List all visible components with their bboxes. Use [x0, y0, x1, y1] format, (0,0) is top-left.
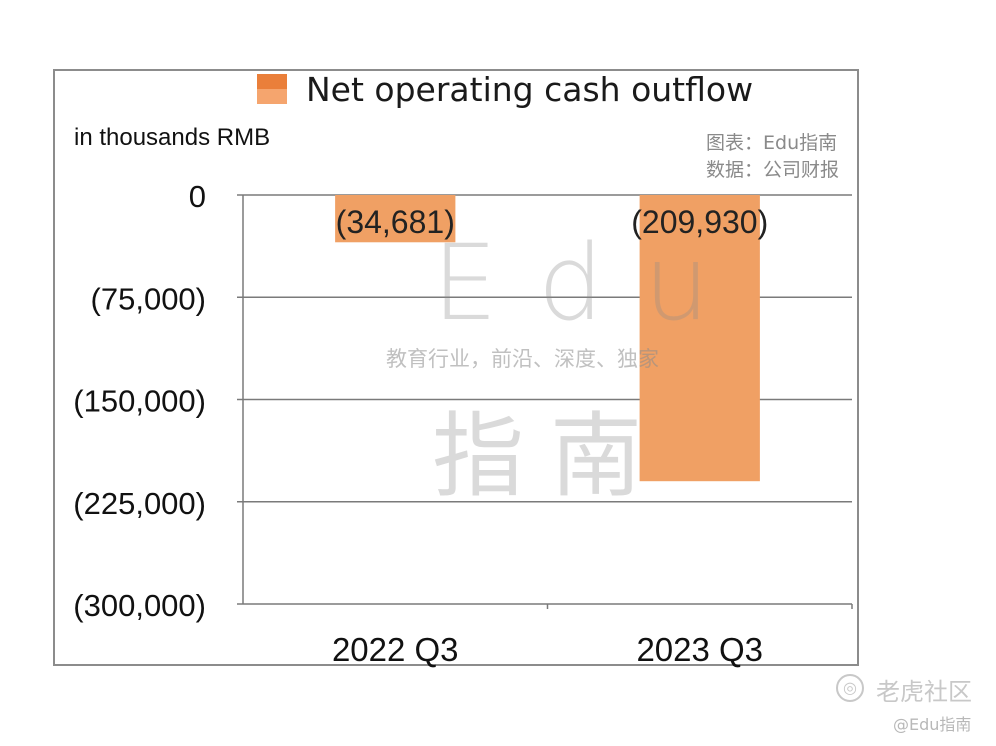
watermark-tagline: 教育行业，前沿、深度、独家 — [386, 347, 659, 371]
tiger-logo-icon: ◎ — [836, 674, 864, 702]
data-source: 数据：公司财报 — [706, 159, 840, 181]
footer-handle: @Edu指南 — [893, 715, 972, 734]
bar — [639, 195, 760, 482]
legend-swatch — [257, 74, 287, 104]
footer-brand: 老虎社区 — [876, 678, 972, 706]
y-tick-label: (75,000) — [91, 281, 206, 316]
watermark-cn: 指南 — [432, 403, 669, 510]
y-tick-label: 0 — [189, 179, 206, 214]
legend-label: Net operating cash outflow — [306, 70, 754, 109]
bar — [335, 195, 456, 243]
chart-credit: 图表：Edu指南 — [706, 132, 838, 154]
x-tick-label: 2023 Q3 — [636, 631, 763, 668]
y-tick-label: (225,000) — [73, 486, 206, 521]
y-tick-label: (150,000) — [73, 384, 206, 419]
watermark-edu: Edu — [432, 222, 750, 344]
x-tick-label: 2022 Q3 — [332, 631, 459, 668]
data-label: (34,681) — [336, 204, 455, 240]
unit-label: in thousands RMB — [74, 124, 271, 151]
data-label: (209,930) — [631, 204, 768, 240]
y-tick-label: (300,000) — [73, 588, 206, 623]
